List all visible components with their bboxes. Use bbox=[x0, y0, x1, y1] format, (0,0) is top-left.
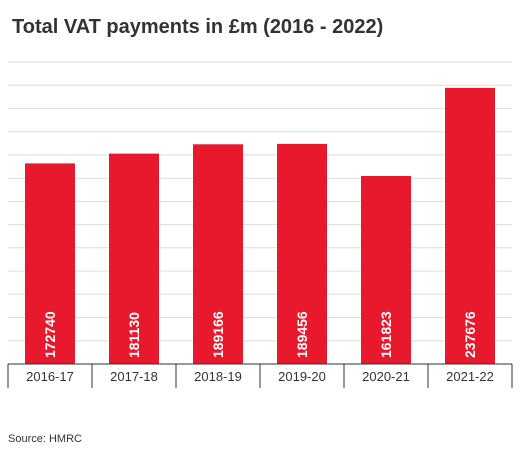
x-tick-label: 2016-17 bbox=[26, 369, 74, 384]
value-label: 161823 bbox=[378, 311, 394, 358]
x-tick-label: 2021-22 bbox=[446, 369, 494, 384]
x-tick-label: 2020-21 bbox=[362, 369, 410, 384]
value-label: 237676 bbox=[462, 311, 478, 358]
x-tick-label: 2019-20 bbox=[278, 369, 326, 384]
bar-2018-19 bbox=[193, 144, 243, 364]
bar-2016-17 bbox=[25, 163, 75, 364]
bar-2019-20 bbox=[277, 143, 327, 364]
bar-2017-18 bbox=[109, 153, 159, 364]
bar-2021-22 bbox=[445, 87, 495, 365]
source-note: Source: HMRC bbox=[8, 433, 82, 445]
x-axis: 2016-17 2017-18 2018-19 2019-20 2020-21 2021-… bbox=[7, 363, 513, 388]
x-tick-label: 2017-18 bbox=[110, 369, 158, 384]
x-tick-label: 2018-19 bbox=[194, 369, 242, 384]
value-label: 172740 bbox=[42, 311, 58, 358]
bars: 172740 181130 189166 189456 161823 237676 bbox=[25, 87, 495, 365]
chart-title: Total VAT payments in £m (2016 - 2022) bbox=[12, 16, 384, 38]
gridlines bbox=[8, 61, 512, 342]
value-label: 181130 bbox=[126, 312, 142, 358]
bar-2020-21 bbox=[361, 176, 411, 364]
value-label: 189456 bbox=[294, 311, 310, 358]
value-label: 189166 bbox=[210, 311, 226, 358]
